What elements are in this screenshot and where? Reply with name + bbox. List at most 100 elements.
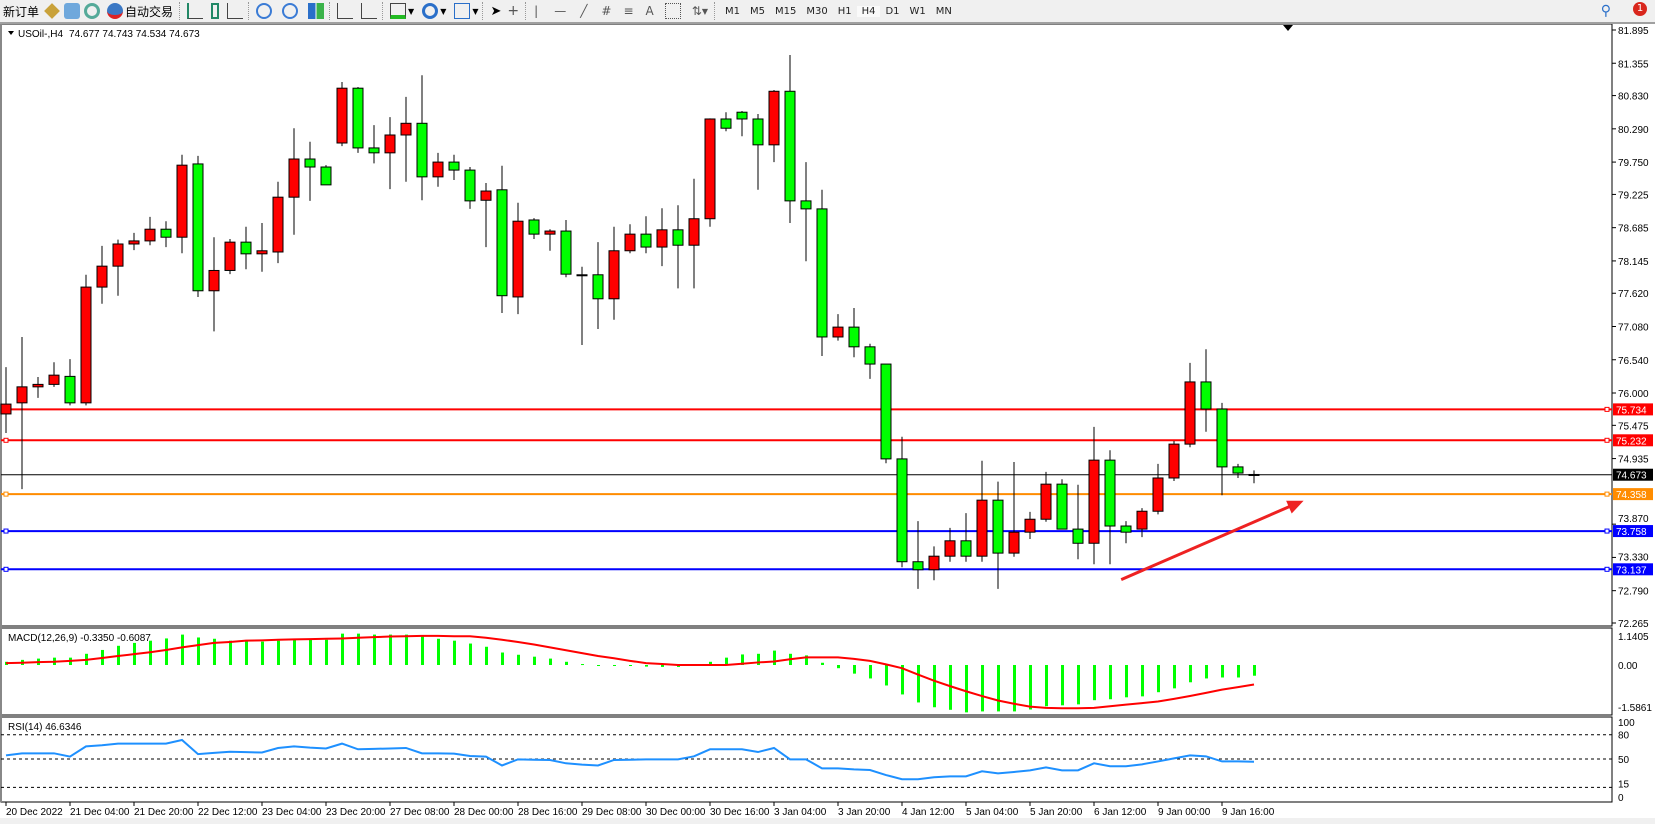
templates-icon[interactable]	[454, 3, 471, 19]
macd-histogram-bar	[965, 665, 968, 713]
periods-icon[interactable]	[422, 3, 439, 19]
time-tick-label: 5 Jan 20:00	[1030, 807, 1083, 818]
line-anchor-handle[interactable]	[1604, 491, 1610, 497]
tile-windows-icon[interactable]	[308, 3, 325, 19]
bullish-candle	[544, 230, 556, 235]
trend-arrow-shaft[interactable]	[1120, 503, 1295, 581]
toolbar-separator	[525, 2, 528, 20]
line-chart-icon[interactable]	[227, 3, 244, 19]
market-watch-icon[interactable]	[64, 3, 81, 19]
auto-scroll-icon[interactable]	[337, 3, 354, 19]
line-anchor-handle[interactable]	[1604, 406, 1610, 412]
price-tick-label: 77.080	[1618, 323, 1649, 334]
chevron-down-icon[interactable]: ▼	[408, 6, 415, 16]
bullish-candle	[336, 87, 348, 144]
bar-chart-icon[interactable]	[187, 3, 204, 19]
toolbar: 新订单 自动交易 ▼ ▼ ▼ ➤ + | — ╱ # ≡ A ⇅ ▼ M1 M5 …	[0, 0, 1655, 24]
timeframe-d1[interactable]: D1	[885, 5, 900, 17]
timeframe-w1[interactable]: W1	[909, 5, 926, 17]
bullish-candle	[768, 90, 780, 146]
fibonacci-icon[interactable]: ≡	[623, 4, 634, 18]
macd-histogram-bar	[709, 661, 712, 665]
macd-histogram-bar	[229, 640, 232, 665]
cursor-icon[interactable]: ➤	[490, 3, 502, 19]
line-anchor-handle[interactable]	[3, 528, 9, 534]
timeframe-h1[interactable]: H1	[837, 5, 852, 17]
candlestick-icon[interactable]	[211, 3, 220, 19]
line-anchor-handle[interactable]	[1604, 566, 1610, 572]
new-order-button[interactable]: 新订单	[0, 1, 42, 21]
time-tick-label: 29 Dec 08:00	[582, 807, 642, 818]
timeframe-m1[interactable]: M1	[724, 5, 740, 17]
bearish-candle	[320, 166, 332, 186]
macd-histogram-bar	[805, 655, 808, 665]
bullish-candle	[1168, 443, 1180, 479]
bullish-candle	[48, 374, 60, 385]
signals-icon[interactable]	[84, 3, 101, 19]
price-label-box	[1613, 403, 1653, 416]
search-icon[interactable]: ⚲	[1600, 3, 1611, 19]
macd-histogram-bar	[549, 658, 552, 665]
timeframe-h4[interactable]: H4	[856, 5, 881, 17]
bearish-candle	[160, 228, 172, 238]
bullish-candle	[480, 190, 492, 201]
time-tick-label: 23 Dec 04:00	[262, 807, 322, 818]
strategy-tester-icon[interactable]	[44, 3, 60, 19]
autotrading-button[interactable]: 自动交易	[102, 1, 176, 21]
macd-histogram-bar	[645, 665, 648, 667]
line-anchor-handle[interactable]	[3, 437, 9, 443]
macd-histogram-bar	[277, 640, 280, 665]
time-tick-label: 3 Jan 04:00	[774, 807, 827, 818]
bullish-candle	[112, 243, 124, 267]
macd-histogram-bar	[181, 634, 184, 665]
line-anchor-handle[interactable]	[3, 491, 9, 497]
macd-histogram-bar	[1205, 665, 1208, 679]
text-label-icon[interactable]	[664, 3, 681, 19]
text-icon[interactable]: A	[645, 4, 654, 18]
indicators-icon[interactable]	[390, 3, 407, 19]
zoom-out-icon[interactable]	[282, 3, 299, 19]
timeframe-m30[interactable]: M30	[806, 5, 828, 17]
macd-histogram-bar	[437, 638, 440, 665]
vertical-line-icon[interactable]: |	[534, 4, 539, 18]
chart-shift-icon[interactable]	[361, 3, 378, 19]
bearish-candle	[1232, 466, 1244, 474]
trend-arrow-head-icon[interactable]	[1286, 500, 1304, 514]
line-anchor-handle[interactable]	[3, 566, 9, 572]
trendline-icon[interactable]: ╱	[580, 4, 588, 18]
equidistant-channel-icon[interactable]: #	[601, 4, 612, 18]
toolbar-separator	[179, 2, 182, 20]
autotrading-icon	[107, 3, 124, 19]
chart-shift-marker-icon[interactable]	[1283, 25, 1293, 31]
chevron-down-icon[interactable]: ▼	[472, 6, 479, 16]
macd-histogram-bar	[245, 640, 248, 665]
macd-histogram-bar	[1253, 665, 1256, 676]
horizontal-line-icon[interactable]: —	[554, 4, 567, 18]
timeframe-m15[interactable]: M15	[774, 5, 797, 17]
macd-histogram-bar	[917, 665, 920, 703]
line-anchor-handle[interactable]	[1604, 437, 1610, 443]
bearish-candle	[1200, 381, 1212, 410]
bullish-candle	[1024, 518, 1036, 533]
chart-menu-triangle-icon[interactable]	[8, 31, 14, 35]
time-tick-label: 6 Jan 12:00	[1094, 807, 1147, 818]
line-anchor-handle[interactable]	[1604, 528, 1610, 534]
macd-histogram-bar	[293, 639, 296, 665]
macd-histogram-bar	[997, 665, 1000, 712]
macd-histogram-bar	[485, 646, 488, 665]
bullish-candle	[944, 540, 956, 557]
macd-histogram-bar	[1173, 665, 1176, 689]
macd-histogram-bar	[533, 656, 536, 665]
timeframe-m5[interactable]: M5	[749, 5, 765, 17]
bullish-candle	[176, 164, 188, 238]
notifications-button[interactable]: 1	[1625, 2, 1647, 20]
macd-histogram-bar	[773, 650, 776, 665]
zoom-in-icon[interactable]	[256, 3, 273, 19]
arrows-icon[interactable]: ⇅ ▼	[691, 4, 708, 18]
macd-histogram-bar	[1141, 665, 1144, 697]
crosshair-icon[interactable]: +	[507, 3, 520, 19]
macd-histogram-bar	[949, 665, 952, 710]
chevron-down-icon[interactable]: ▼	[440, 6, 447, 16]
timeframe-mn[interactable]: MN	[935, 5, 952, 17]
